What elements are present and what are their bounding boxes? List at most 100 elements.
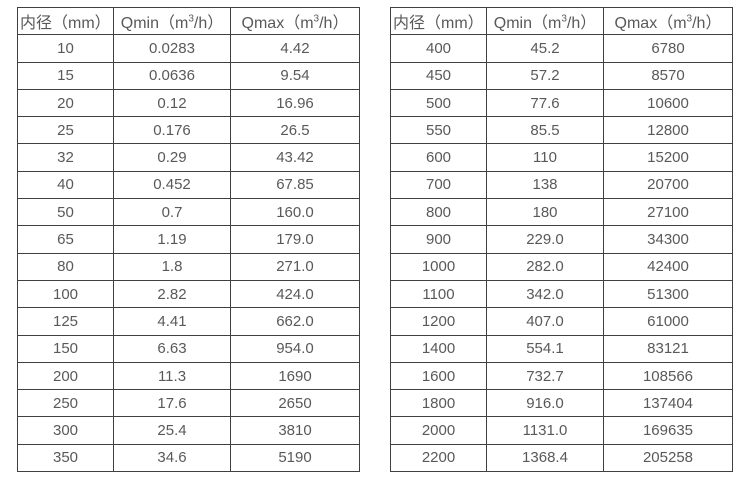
table-cell: 1368.4 (486, 443, 604, 473)
table-row: 1200 407.0 61000 (390, 307, 733, 336)
table-cell: 80 (17, 252, 114, 281)
header-row: 内径（mm） Qmin（m3/h） Qmax（m3/h） (17, 6, 360, 36)
table-row: 250 17.6 2650 (17, 389, 360, 418)
table-cell: 108566 (603, 361, 733, 391)
table-cell: 27100 (603, 198, 733, 227)
table-cell: 700 (390, 170, 487, 200)
table-cell: 0.452 (113, 170, 231, 200)
header-cell-diameter: 内径（mm） (390, 6, 487, 36)
table-row: 1600 732.7 108566 (390, 361, 733, 391)
header-cell-qmin: Qmin（m3/h） (486, 6, 604, 36)
table-cell: 4.42 (230, 34, 360, 63)
table-cell: 15200 (603, 143, 733, 172)
table-cell: 0.7 (113, 198, 231, 227)
table-cell: 61000 (603, 307, 733, 336)
table-cell: 8570 (603, 61, 733, 90)
table-row: 50 0.7 160.0 (17, 198, 360, 227)
table-cell: 732.7 (486, 361, 604, 391)
header-cell-qmax: Qmax（m3/h） (230, 6, 360, 36)
table-cell: 51300 (603, 279, 733, 309)
table-cell: 67.85 (230, 170, 360, 200)
table-cell: 42400 (603, 252, 733, 281)
table-cell: 57.2 (486, 61, 604, 90)
table-cell: 25.4 (113, 416, 231, 445)
table-cell: 1400 (390, 334, 487, 363)
table-row: 80 1.8 271.0 (17, 252, 360, 281)
table-cell: 40 (17, 170, 114, 200)
table-cell: 424.0 (230, 279, 360, 309)
table-row: 1000 282.0 42400 (390, 252, 733, 281)
table-cell: 65 (17, 225, 114, 254)
table-cell: 1690 (230, 361, 360, 391)
table-row: 450 57.2 8570 (390, 61, 733, 90)
table-row: 65 1.19 179.0 (17, 225, 360, 254)
table-cell: 450 (390, 61, 487, 90)
table-cell: 2000 (390, 416, 487, 445)
table-cell: 1200 (390, 307, 487, 336)
flow-table-small-diameters: 内径（mm） Qmin（m3/h） Qmax（m3/h） 10 0.0283 4.4… (17, 6, 360, 473)
table-cell: 1131.0 (486, 416, 604, 445)
table-cell: 1000 (390, 252, 487, 281)
table-cell: 20 (17, 88, 114, 118)
table-cell: 15 (17, 61, 114, 90)
table-cell: 32 (17, 143, 114, 172)
superscript: 3 (188, 13, 194, 25)
table-cell: 160.0 (230, 198, 360, 227)
table-row: 500 77.6 10600 (390, 88, 733, 118)
table-row: 10 0.0283 4.42 (17, 34, 360, 63)
table-cell: 0.12 (113, 88, 231, 118)
table-cell: 34.6 (113, 443, 231, 473)
superscript: 3 (313, 13, 320, 25)
table-cell: 169635 (603, 416, 733, 445)
table-cell: 342.0 (486, 279, 604, 309)
table-cell: 17.6 (113, 389, 231, 418)
table-cell: 229.0 (486, 225, 604, 254)
table-cell: 3810 (230, 416, 360, 445)
table-cell: 0.29 (113, 143, 231, 172)
table-cell: 300 (17, 416, 114, 445)
table-row: 350 34.6 5190 (17, 443, 360, 473)
table-cell: 77.6 (486, 88, 604, 118)
header-cell-diameter: 内径（mm） (17, 6, 114, 36)
table-cell: 1.8 (113, 252, 231, 281)
table-row: 40 0.452 67.85 (17, 170, 360, 200)
header-label: 内径（mm） (393, 15, 484, 33)
table-cell: 180 (486, 198, 604, 227)
table-cell: 100 (17, 279, 114, 309)
header-row: 内径（mm） Qmin（m3/h） Qmax（m3/h） (390, 6, 733, 36)
table-cell: 0.0636 (113, 61, 231, 90)
table-cell: 4.41 (113, 307, 231, 336)
table-cell: 179.0 (230, 225, 360, 254)
table-cell: 125 (17, 307, 114, 336)
table-cell: 282.0 (486, 252, 604, 281)
table-row: 20 0.12 16.96 (17, 88, 360, 118)
table-cell: 137404 (603, 389, 733, 418)
table-cell: 25 (17, 116, 114, 145)
table-cell: 11.3 (113, 361, 231, 391)
table-row: 2000 1131.0 169635 (390, 416, 733, 445)
table-cell: 10 (17, 34, 114, 63)
table-cell: 12800 (603, 116, 733, 145)
table-cell: 916.0 (486, 389, 604, 418)
table-cell: 900 (390, 225, 487, 254)
table-cell: 45.2 (486, 34, 604, 63)
table-cell: 400 (390, 34, 487, 63)
table-cell: 554.1 (486, 334, 604, 363)
table-cell: 20700 (603, 170, 733, 200)
table-cell: 50 (17, 198, 114, 227)
table-cell: 271.0 (230, 252, 360, 281)
table-cell: 43.42 (230, 143, 360, 172)
table-cell: 9.54 (230, 61, 360, 90)
table-cell: 250 (17, 389, 114, 418)
table-cell: 2200 (390, 443, 487, 473)
table-cell: 0.0283 (113, 34, 231, 63)
table-cell: 500 (390, 88, 487, 118)
table-cell: 407.0 (486, 307, 604, 336)
table-cell: 954.0 (230, 334, 360, 363)
table-row: 200 11.3 1690 (17, 361, 360, 391)
table-cell: 16.96 (230, 88, 360, 118)
header-cell-qmin: Qmin（m3/h） (113, 6, 231, 36)
table-cell: 662.0 (230, 307, 360, 336)
table-row: 900 229.0 34300 (390, 225, 733, 254)
